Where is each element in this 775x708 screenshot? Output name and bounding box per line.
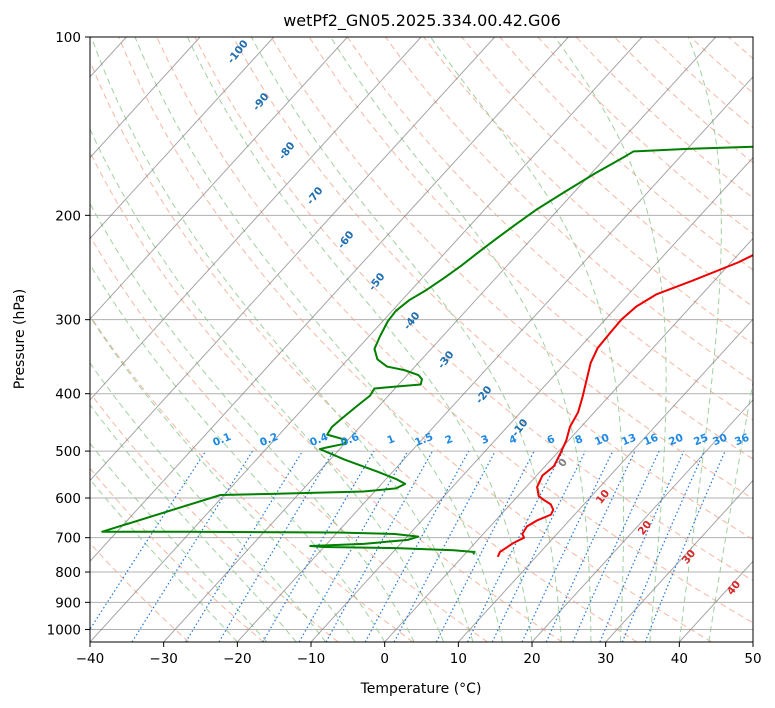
x-tick-label: 50 — [744, 651, 761, 667]
isotherm — [90, 37, 422, 401]
isotherm — [90, 37, 496, 482]
moist-adiabat — [330, 37, 592, 642]
isotherm — [163, 37, 717, 642]
x-tick-label: −20 — [223, 651, 252, 667]
y-axis-ticks: 100 200 300 400 500 600 700 800 900 1000 — [47, 30, 90, 638]
x-tick-label: 30 — [597, 651, 614, 667]
mixing-ratio-label: 30 — [711, 432, 729, 449]
chart-title: wetPf2_GN05.2025.334.00.42.G06 — [283, 11, 561, 31]
isotherm — [605, 479, 753, 642]
mixing-ratio-line — [466, 450, 564, 642]
mixing-ratio-label: 6 — [545, 433, 556, 447]
y-tick-label: 1000 — [47, 622, 81, 638]
y-tick-label: 800 — [55, 565, 81, 581]
x-tick-label: −10 — [297, 651, 326, 667]
x-axis-ticks: −40 −30 −20 −10 0 10 20 30 40 50 — [76, 642, 762, 667]
mixing-ratio-label: 2 — [443, 433, 454, 447]
mixing-ratio-line — [572, 450, 660, 642]
y-tick-label: 700 — [55, 531, 81, 547]
dry-adiabat — [156, 37, 753, 624]
mixing-ratio-label: 36 — [733, 432, 751, 449]
y-tick-label: 900 — [55, 595, 81, 611]
mixing-ratio-label: 25 — [692, 432, 710, 449]
mixing-ratio-label: 20 — [667, 432, 685, 449]
y-tick-label: 300 — [55, 313, 81, 329]
dry-adiabat — [90, 151, 563, 642]
plot-frame — [89, 36, 754, 643]
isotherm — [90, 37, 643, 642]
y-tick-label: 100 — [55, 30, 81, 46]
mixing-ratio-label: 1 — [385, 433, 396, 447]
mixing-ratio-label: 8 — [573, 433, 584, 447]
mixing-ratio-line — [393, 450, 496, 642]
x-tick-label: −40 — [76, 651, 105, 667]
moist-adiabat — [186, 37, 533, 642]
moist-adiabat — [90, 403, 297, 642]
isotherm — [531, 399, 753, 642]
profile-lines — [101, 145, 753, 558]
dry-adiabat — [232, 37, 753, 540]
moist-adiabat — [678, 37, 722, 642]
moist-adiabat — [90, 202, 415, 642]
dry-adiabat — [90, 542, 190, 642]
moist-adiabat — [90, 478, 238, 642]
dry-adiabat — [90, 467, 264, 642]
moist-adiabat — [134, 37, 504, 642]
mixing-ratio-label: 3 — [479, 433, 490, 447]
mixing-ratio-label: 13 — [620, 432, 638, 449]
temperature-line — [496, 253, 753, 558]
dewpoint-line — [101, 145, 753, 555]
mixing-ratio-label: 10 — [593, 432, 611, 449]
isotherm — [90, 37, 569, 563]
moist-adiabat — [250, 37, 562, 642]
x-tick-label: 40 — [671, 651, 688, 667]
dry-adiabat — [194, 37, 753, 582]
moist-adiabat — [708, 379, 753, 642]
moist-adiabat — [90, 442, 268, 642]
moist-adiabat — [90, 37, 474, 642]
mixing-ratio-line — [90, 450, 207, 631]
x-axis-label: Temperature (°C) — [360, 681, 482, 697]
moist-adiabat — [554, 37, 667, 642]
isotherm — [384, 237, 753, 642]
plot-area: 0.1 0.2 0.4 0.6 1 1.5 2 3 4 6 8 10 13 16 20 25 30 36-100-… — [90, 37, 753, 642]
mixing-ratio-line — [644, 450, 726, 642]
dry-adiabat — [90, 60, 638, 642]
moist-adiabat — [430, 37, 625, 642]
dry-adiabats — [90, 37, 753, 642]
mixing-ratio-line — [325, 450, 434, 642]
mixing-ratio-line — [131, 450, 254, 642]
mixing-ratio-line — [621, 450, 705, 642]
moist-adiabat — [90, 362, 327, 642]
isotherm — [457, 318, 753, 642]
mixing-ratio-line — [599, 450, 685, 642]
isotherms — [90, 37, 753, 642]
y-tick-label: 600 — [55, 491, 81, 507]
dry-adiabat — [118, 37, 713, 642]
dry-adiabat — [308, 37, 753, 460]
moist-adiabat — [90, 128, 445, 642]
isotherm — [236, 76, 753, 642]
x-tick-label: 10 — [450, 651, 467, 667]
y-tick-label: 500 — [55, 444, 81, 460]
isotherm — [90, 37, 348, 320]
y-tick-label: 200 — [55, 208, 81, 224]
dry-adiabat — [270, 37, 753, 500]
dry-adiabat — [90, 235, 488, 642]
isotherm — [90, 37, 275, 240]
x-tick-label: 20 — [523, 651, 540, 667]
isotherm — [90, 37, 201, 159]
x-tick-label: −30 — [149, 651, 178, 667]
y-tick-label: 400 — [55, 387, 81, 403]
mixing-ratio-label: 16 — [642, 432, 660, 449]
dry-adiabat — [346, 37, 753, 421]
y-axis-label: Pressure (hPa) — [12, 289, 28, 389]
x-tick-label: 0 — [380, 651, 389, 667]
mixing-ratio-line — [364, 450, 470, 642]
moist-adiabats — [90, 37, 753, 642]
mixing-ratio-label: 4 — [507, 433, 518, 447]
